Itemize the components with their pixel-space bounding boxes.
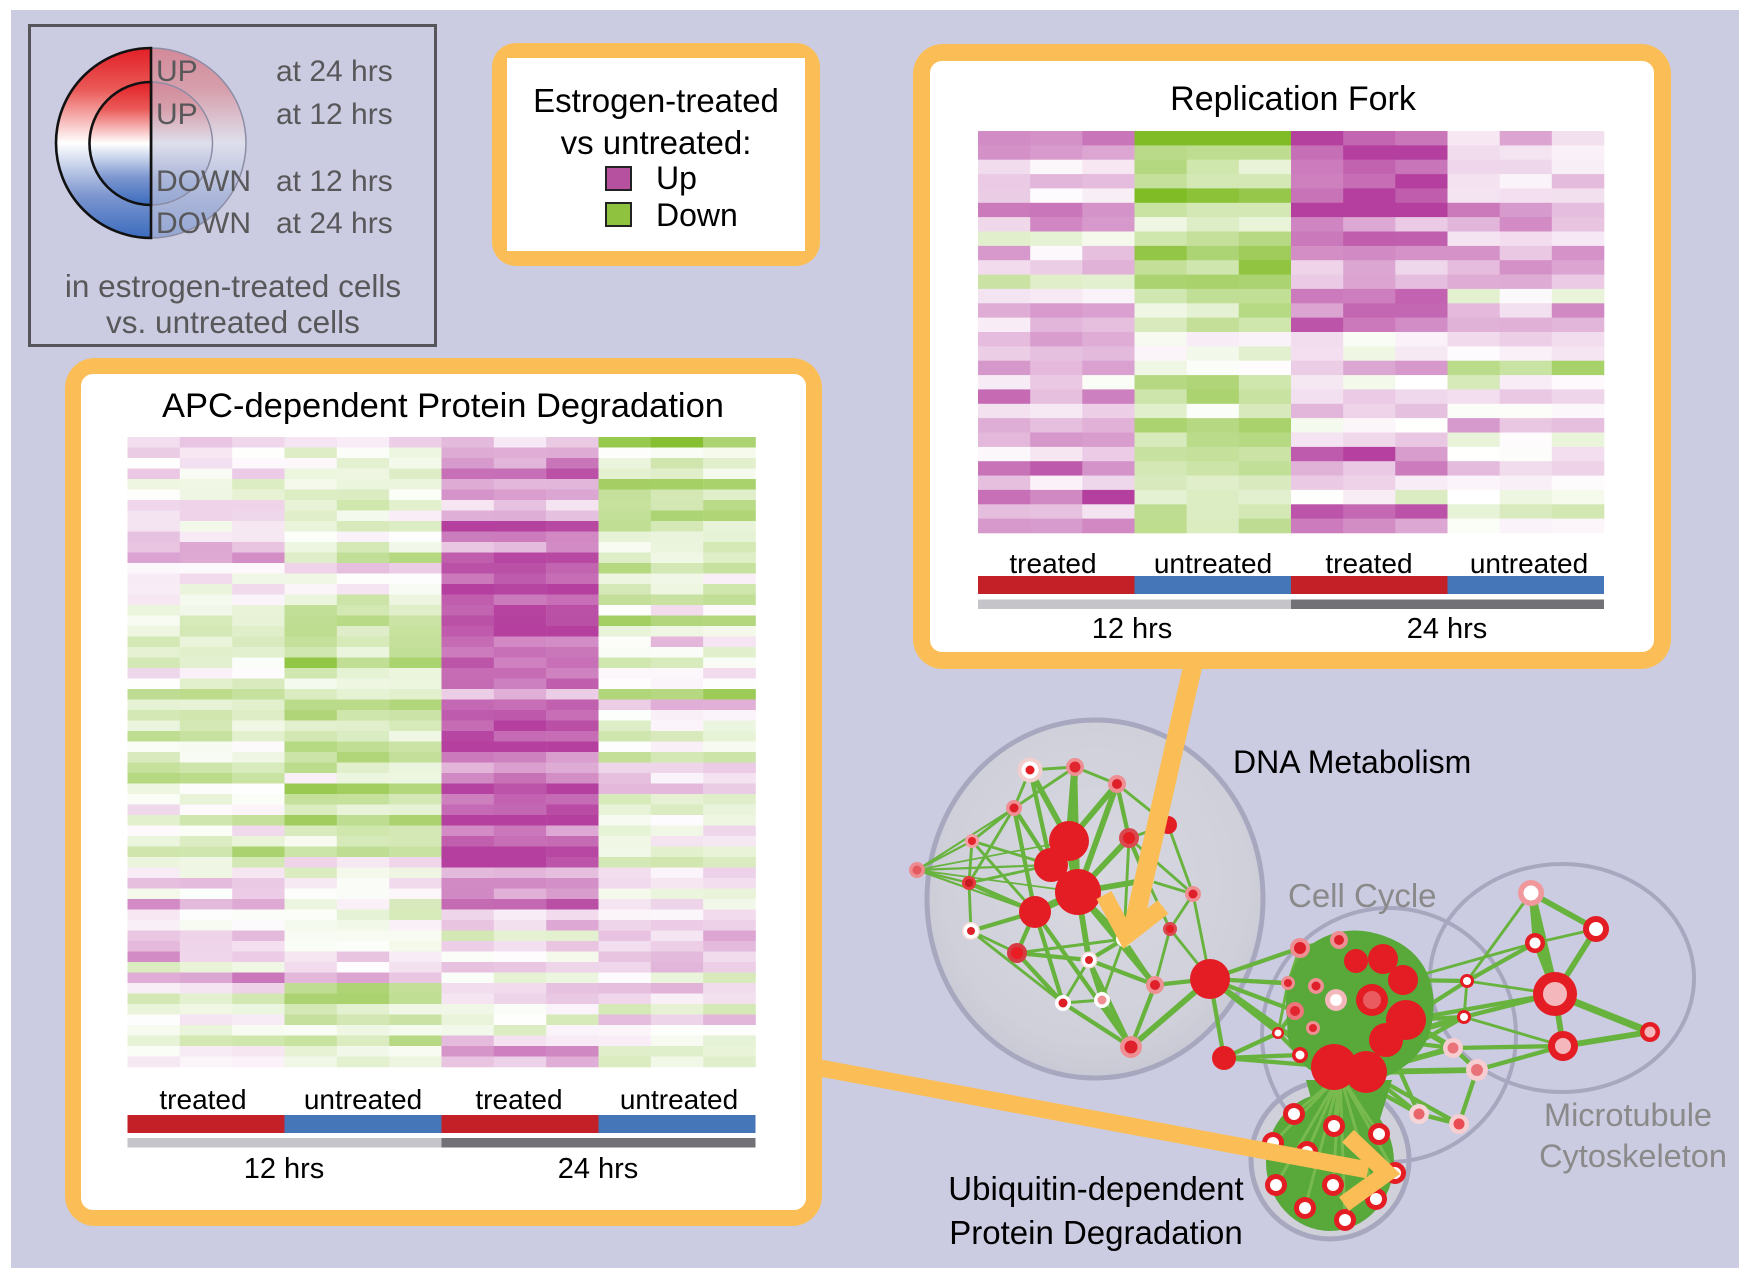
svg-text:24 hrs: 24 hrs xyxy=(558,1153,639,1185)
svg-text:Up: Up xyxy=(656,160,697,196)
svg-text:untreated: untreated xyxy=(304,1084,422,1115)
svg-text:treated: treated xyxy=(159,1084,246,1115)
svg-text:Estrogen-treated: Estrogen-treated xyxy=(533,82,779,119)
svg-text:untreated: untreated xyxy=(1470,548,1588,579)
svg-text:12 hrs: 12 hrs xyxy=(244,1153,325,1185)
svg-text:12 hrs: 12 hrs xyxy=(1092,613,1173,645)
svg-text:Microtubule: Microtubule xyxy=(1544,1097,1712,1133)
svg-text:Cytoskeleton: Cytoskeleton xyxy=(1539,1138,1727,1174)
svg-text:DNA Metabolism: DNA Metabolism xyxy=(1233,744,1471,780)
svg-text:vs. untreated cells: vs. untreated cells xyxy=(106,304,360,340)
svg-text:untreated: untreated xyxy=(620,1084,738,1115)
svg-text:DOWN: DOWN xyxy=(156,207,251,240)
svg-text:Replication Fork: Replication Fork xyxy=(1170,80,1417,118)
svg-text:in estrogen-treated cells: in estrogen-treated cells xyxy=(65,268,401,304)
svg-text:treated: treated xyxy=(1325,548,1412,579)
svg-text:UP: UP xyxy=(156,98,198,131)
svg-text:at 12 hrs: at 12 hrs xyxy=(276,98,393,131)
svg-text:DOWN: DOWN xyxy=(156,165,251,198)
svg-text:treated: treated xyxy=(475,1084,562,1115)
svg-text:at 24 hrs: at 24 hrs xyxy=(276,55,393,88)
svg-text:Down: Down xyxy=(656,197,738,233)
svg-text:at 12 hrs: at 12 hrs xyxy=(276,165,393,198)
svg-text:24 hrs: 24 hrs xyxy=(1407,613,1488,645)
svg-text:Cell Cycle: Cell Cycle xyxy=(1288,877,1437,914)
svg-text:untreated: untreated xyxy=(1154,548,1272,579)
svg-text:APC-dependent Protein Degradat: APC-dependent Protein Degradation xyxy=(162,387,724,425)
svg-text:at 24 hrs: at 24 hrs xyxy=(276,207,393,240)
svg-text:Ubiquitin-dependent: Ubiquitin-dependent xyxy=(948,1170,1243,1207)
svg-text:Protein Degradation: Protein Degradation xyxy=(949,1214,1243,1251)
svg-text:vs untreated:: vs untreated: xyxy=(561,124,752,161)
svg-text:treated: treated xyxy=(1009,548,1096,579)
svg-text:UP: UP xyxy=(156,55,198,88)
